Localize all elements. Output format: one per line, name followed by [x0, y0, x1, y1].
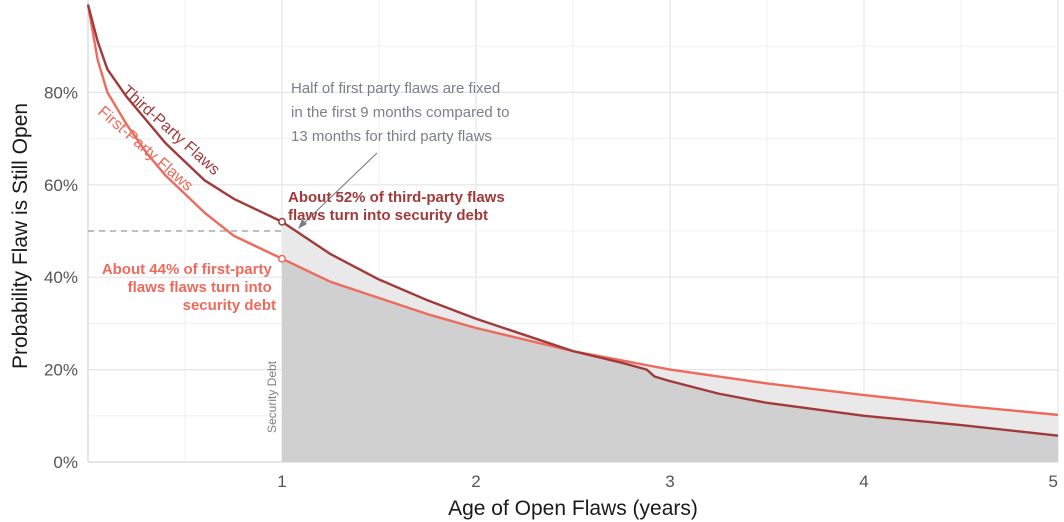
y-tick-label: 60% [44, 176, 78, 195]
marker-third-party [279, 219, 285, 225]
annotation-third-party-debt: About 52% of third-party flaws flaws tur… [288, 189, 509, 224]
x-tick-label: 1 [277, 472, 286, 491]
y-tick-label: 20% [44, 361, 78, 380]
x-tick-label: 5 [1049, 472, 1058, 491]
annotation-half-fixed: Half of first party flaws are fixed in t… [291, 80, 514, 145]
y-tick-label: 0% [53, 453, 78, 472]
x-tick-label: 3 [665, 472, 674, 491]
security-debt-label: Security Debt [265, 360, 279, 433]
annotation-first-party-debt: About 44% of first-party flaws flaws tur… [102, 261, 276, 314]
x-axis-title: Age of Open Flaws (years) [448, 497, 698, 520]
y-tick-label: 80% [44, 83, 78, 102]
x-tick-label: 4 [859, 472, 868, 491]
x-tick-label: 2 [471, 472, 480, 491]
y-tick-label: 40% [44, 268, 78, 287]
y-axis-title: Probability Flaw is Still Open [9, 103, 32, 369]
marker-first-party [279, 256, 285, 262]
